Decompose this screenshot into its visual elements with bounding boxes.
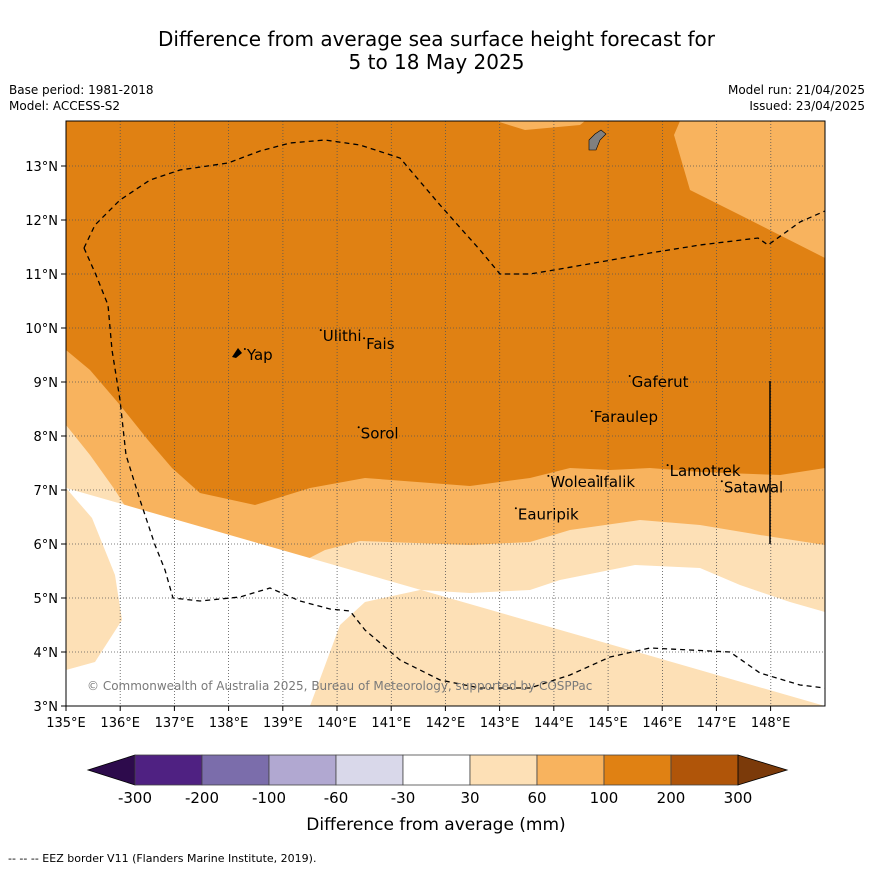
colorbar-tick-label: -100 xyxy=(252,789,286,807)
lat-tick-label: 9°N xyxy=(34,376,59,391)
lat-tick-label: 5°N xyxy=(34,592,59,607)
lat-tick-label: 11°N xyxy=(25,268,58,283)
title-line-1: Difference from average sea surface heig… xyxy=(157,27,716,51)
model-run: Model run: 21/04/2025 xyxy=(727,83,865,97)
colorbar-tick-label: -60 xyxy=(324,789,349,807)
place-label: Yap xyxy=(246,346,273,364)
lon-tick-label: 144°E xyxy=(534,716,574,731)
colorbar-cell xyxy=(469,754,538,786)
place-marker xyxy=(363,337,366,340)
place-label: Ifalik xyxy=(599,473,635,491)
place-marker xyxy=(243,348,246,350)
colorbar-ticks: -300 -200 -100 -60 -30 30 60 100 200 300 xyxy=(118,789,752,807)
colorbar-label: Difference from average (mm) xyxy=(306,815,565,835)
lon-tick-label: 145°E xyxy=(588,716,628,731)
longitude-ticks: 135°E 136°E 137°E 138°E 139°E 140°E 141°E 142°E… xyxy=(46,706,790,731)
place-marker xyxy=(547,474,550,477)
title-line-2: 5 to 18 May 2025 xyxy=(348,50,525,74)
guam-island xyxy=(588,129,607,151)
grid-lines xyxy=(66,121,825,706)
lat-tick-label: 12°N xyxy=(25,214,58,229)
place-marker xyxy=(590,410,593,413)
place-label: Eauripik xyxy=(518,505,579,523)
base-period: Base period: 1981-2018 xyxy=(9,83,154,97)
colorbar-cell xyxy=(201,754,270,786)
lon-tick-label: 138°E xyxy=(209,716,249,731)
lat-tick-label: 10°N xyxy=(25,322,58,337)
colorbar-tick-label: -200 xyxy=(185,789,219,807)
lon-tick-label: 140°E xyxy=(317,716,357,731)
colorbar: -300 -200 -100 -60 -30 30 60 100 200 300 Differen… xyxy=(86,754,789,835)
lat-tick-label: 8°N xyxy=(34,430,59,445)
issued-date: Issued: 23/04/2025 xyxy=(749,99,865,113)
lon-tick-label: 146°E xyxy=(642,716,682,731)
lon-tick-label: 147°E xyxy=(697,716,737,731)
place-labels: Yap Ulithi Fais Sorol Gaferut Faraulep WoleaiI… xyxy=(243,327,783,523)
place-marker xyxy=(596,474,599,477)
place-label: Gaferut xyxy=(632,373,689,391)
colorbar-tick-label: 300 xyxy=(724,789,753,807)
band-neutral xyxy=(66,488,825,706)
colorbar-tick-label: -30 xyxy=(391,789,416,807)
copyright-text: © Commonwealth of Australia 2025, Bureau… xyxy=(87,679,592,693)
lon-tick-label: 143°E xyxy=(480,716,520,731)
run-info: Model run: 21/04/2025 Issued: 23/04/2025 xyxy=(728,82,865,114)
lat-tick-label: 3°N xyxy=(34,700,59,715)
colorbar-cell xyxy=(134,754,203,786)
colorbar-cell xyxy=(603,754,672,786)
colorbar-tick-label: -300 xyxy=(118,789,152,807)
place-label: Faraulep xyxy=(594,408,658,426)
model-info: Base period: 1981-2018 Model: ACCESS-S2 xyxy=(9,82,154,114)
place-label: Sorol xyxy=(361,424,399,442)
place-label: Ulithi xyxy=(323,327,362,345)
place-label: Lamotrek xyxy=(670,462,741,480)
lat-tick-label: 13°N xyxy=(25,160,58,175)
place-label: Satawal xyxy=(724,478,783,496)
eez-border-west xyxy=(83,139,825,275)
place-marker xyxy=(720,480,723,483)
map-area: Yap Ulithi Fais Sorol Gaferut Faraulep WoleaiI… xyxy=(66,121,825,706)
latitude-ticks: 3°N 4°N 5°N 6°N 7°N 8°N 9°N 10°N 11°N 12°N 13°N xyxy=(25,160,66,715)
band-60-100-north xyxy=(674,121,825,258)
band-60-100-top xyxy=(496,121,585,130)
colorbar-under-arrow xyxy=(86,754,136,786)
chart-title: Difference from average sea surface heig… xyxy=(0,28,873,74)
lat-tick-label: 6°N xyxy=(34,538,59,553)
place-marker xyxy=(319,329,322,332)
lon-tick-label: 135°E xyxy=(46,716,86,731)
lon-tick-label: 142°E xyxy=(426,716,466,731)
place-marker xyxy=(666,464,669,467)
place-label: Woleai xyxy=(550,473,600,491)
model-name: Model: ACCESS-S2 xyxy=(9,99,121,113)
colorbar-tick-label: 30 xyxy=(460,789,479,807)
colorbar-cell xyxy=(536,754,605,786)
colorbar-over-arrow xyxy=(737,754,789,786)
eez-border-southwest xyxy=(83,247,825,689)
colorbar-cell xyxy=(335,754,404,786)
colorbar-tick-label: 100 xyxy=(590,789,619,807)
place-marker xyxy=(514,507,517,510)
colorbar-tick-label: 60 xyxy=(527,789,546,807)
yap-island xyxy=(232,348,242,358)
colorbar-cell xyxy=(402,754,471,786)
place-label: Fais xyxy=(366,335,395,353)
colorbar-cell xyxy=(670,754,739,786)
lon-tick-label: 141°E xyxy=(371,716,411,731)
lon-tick-label: 137°E xyxy=(155,716,195,731)
lon-tick-label: 148°E xyxy=(751,716,791,731)
colorbar-tick-label: 200 xyxy=(657,789,686,807)
eez-legend: -- -- -- EEZ border V11 (Flanders Marine… xyxy=(8,852,317,865)
lat-tick-label: 7°N xyxy=(34,484,59,499)
lon-tick-label: 139°E xyxy=(263,716,303,731)
lat-tick-label: 4°N xyxy=(34,646,59,661)
lon-tick-label: 136°E xyxy=(100,716,140,731)
colorbar-cells xyxy=(134,754,739,786)
place-marker xyxy=(357,426,360,429)
place-marker xyxy=(628,375,631,377)
colorbar-cell xyxy=(268,754,337,786)
